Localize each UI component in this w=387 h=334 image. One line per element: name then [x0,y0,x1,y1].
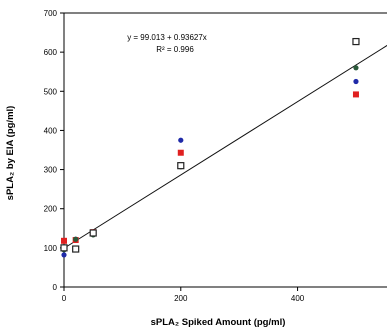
fit-line-group [63,44,387,249]
x-tick-label: 200 [174,294,188,303]
data-points-group [60,37,360,258]
data-point-open-square [60,244,68,252]
y-tick-label: 700 [44,9,58,18]
fit-r-squared: R² = 0.996 [156,45,194,54]
y-tick-label: 400 [44,126,58,135]
y-tick-label: 0 [53,283,58,292]
data-point-circle [353,65,359,71]
y-tick-label: 500 [44,87,58,96]
x-axis-title: sPLA₂ Spiked Amount (pg/ml) [151,317,286,328]
data-point-circle [353,78,359,85]
y-tick-label: 600 [44,48,58,57]
data-point-open-square [177,162,185,170]
x-tick-label: 0 [62,294,67,303]
data-point-square [177,149,184,156]
y-tick-label: 300 [44,166,58,175]
fit-line [63,44,387,249]
x-tick-label: 400 [291,294,305,303]
x-tick-group: 0 200 400 [62,287,305,303]
fit-equation: y = 99.013 + 0.93627x [127,33,207,42]
y-tick-label: 100 [44,244,58,253]
data-point-circle [61,252,67,258]
data-point-open-square [72,245,80,253]
data-point-square [61,237,67,244]
data-point-open-square [352,37,360,46]
y-axis-title: sPLA₂ by EIA (pg/ml) [5,106,16,201]
data-point-square [352,91,359,98]
data-point-circle [73,236,79,242]
data-point-open-square [89,229,97,237]
data-point-circle [178,137,184,143]
y-tick-label: 200 [44,205,58,214]
